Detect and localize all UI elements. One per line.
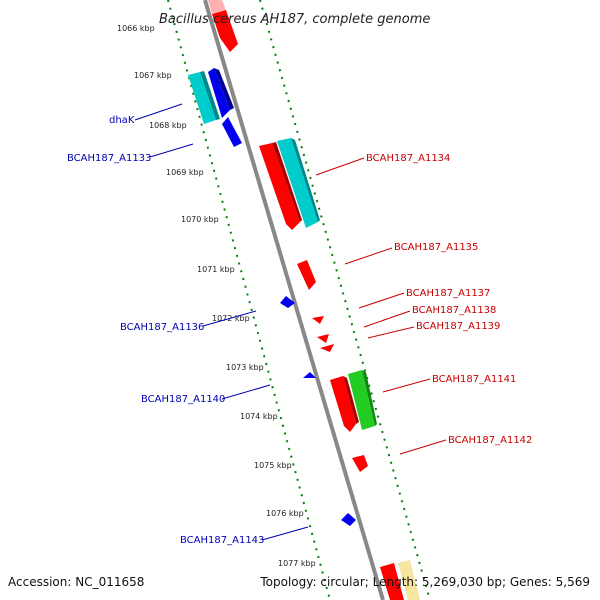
gene-label-A1139[interactable]: BCAH187_A1139 xyxy=(416,321,500,332)
gene-label-A1138[interactable]: BCAH187_A1138 xyxy=(412,305,496,316)
gene-red-top[interactable] xyxy=(208,0,238,52)
kbp-tick: 1077 kbp xyxy=(278,559,316,568)
gene-label-dhaK[interactable]: dhaK xyxy=(109,115,135,126)
gene-blue-dhaK-1[interactable] xyxy=(208,68,234,118)
genome-summary: Topology: circular; Length: 5,269,030 bp… xyxy=(259,575,590,589)
map-title: Bacillus cereus AH187, complete genome xyxy=(159,12,430,27)
gene-green-A1141[interactable] xyxy=(348,370,377,430)
gene-label-A1133[interactable]: BCAH187_A1133 xyxy=(67,153,151,164)
gene-blue-A1140[interactable] xyxy=(303,372,316,378)
kbp-tick: 1067 kbp xyxy=(134,71,172,80)
gene-labels: dhaK BCAH187_A1133 BCAH187_A1134 BCAH187… xyxy=(67,115,532,546)
kbp-ticks: 1066 kbp 1067 kbp 1068 kbp 1069 kbp 1070… xyxy=(117,24,316,568)
kbp-tick: 1070 kbp xyxy=(181,215,219,224)
gene-yellow-bottom[interactable] xyxy=(398,560,420,600)
gene-label-A1141[interactable]: BCAH187_A1141 xyxy=(432,374,516,385)
gene-cyan-1[interactable] xyxy=(188,71,220,124)
gene-red-A1134[interactable] xyxy=(259,142,302,230)
gene-red-A1139[interactable] xyxy=(320,344,334,352)
gene-blue-A1143[interactable] xyxy=(341,513,356,526)
kbp-tick: 1073 kbp xyxy=(226,363,264,372)
gene-label-A1142[interactable]: BCAH187_A1142 xyxy=(448,435,532,446)
kbp-tick: 1074 kbp xyxy=(240,412,278,421)
gene-label-A1134[interactable]: BCAH187_A1134 xyxy=(366,153,450,164)
gene-red-A1135[interactable] xyxy=(297,260,316,290)
gene-label-A1143[interactable]: BCAH187_A1143 xyxy=(180,535,264,546)
gene-label-A1136[interactable]: BCAH187_A1136 xyxy=(120,322,204,333)
gene-label-A1140[interactable]: BCAH187_A1140 xyxy=(141,394,225,405)
gene-red-bottom[interactable] xyxy=(380,563,404,600)
gene-red-A1138[interactable] xyxy=(317,334,329,343)
gene-red-A1142[interactable] xyxy=(352,455,368,472)
left-tick-track xyxy=(167,0,331,600)
genome-backbone xyxy=(203,0,385,600)
accession-text: Accession: NC_011658 xyxy=(8,575,144,589)
kbp-tick: 1069 kbp xyxy=(166,168,204,177)
gene-label-A1135[interactable]: BCAH187_A1135 xyxy=(394,242,478,253)
gene-blue-A1133[interactable] xyxy=(222,117,242,147)
kbp-tick: 1075 kbp xyxy=(254,461,292,470)
gene-cyan-A1134[interactable] xyxy=(277,138,320,228)
leader-lines xyxy=(134,103,447,541)
gene-red-A1141[interactable] xyxy=(330,376,359,432)
kbp-tick: 1076 kbp xyxy=(266,509,304,518)
kbp-tick: 1066 kbp xyxy=(117,24,155,33)
gene-red-A1137[interactable] xyxy=(312,316,324,324)
kbp-tick: 1071 kbp xyxy=(197,265,235,274)
gene-label-A1137[interactable]: BCAH187_A1137 xyxy=(406,288,490,299)
gene-blue-A1136[interactable] xyxy=(280,296,295,308)
kbp-tick: 1068 kbp xyxy=(149,121,187,130)
